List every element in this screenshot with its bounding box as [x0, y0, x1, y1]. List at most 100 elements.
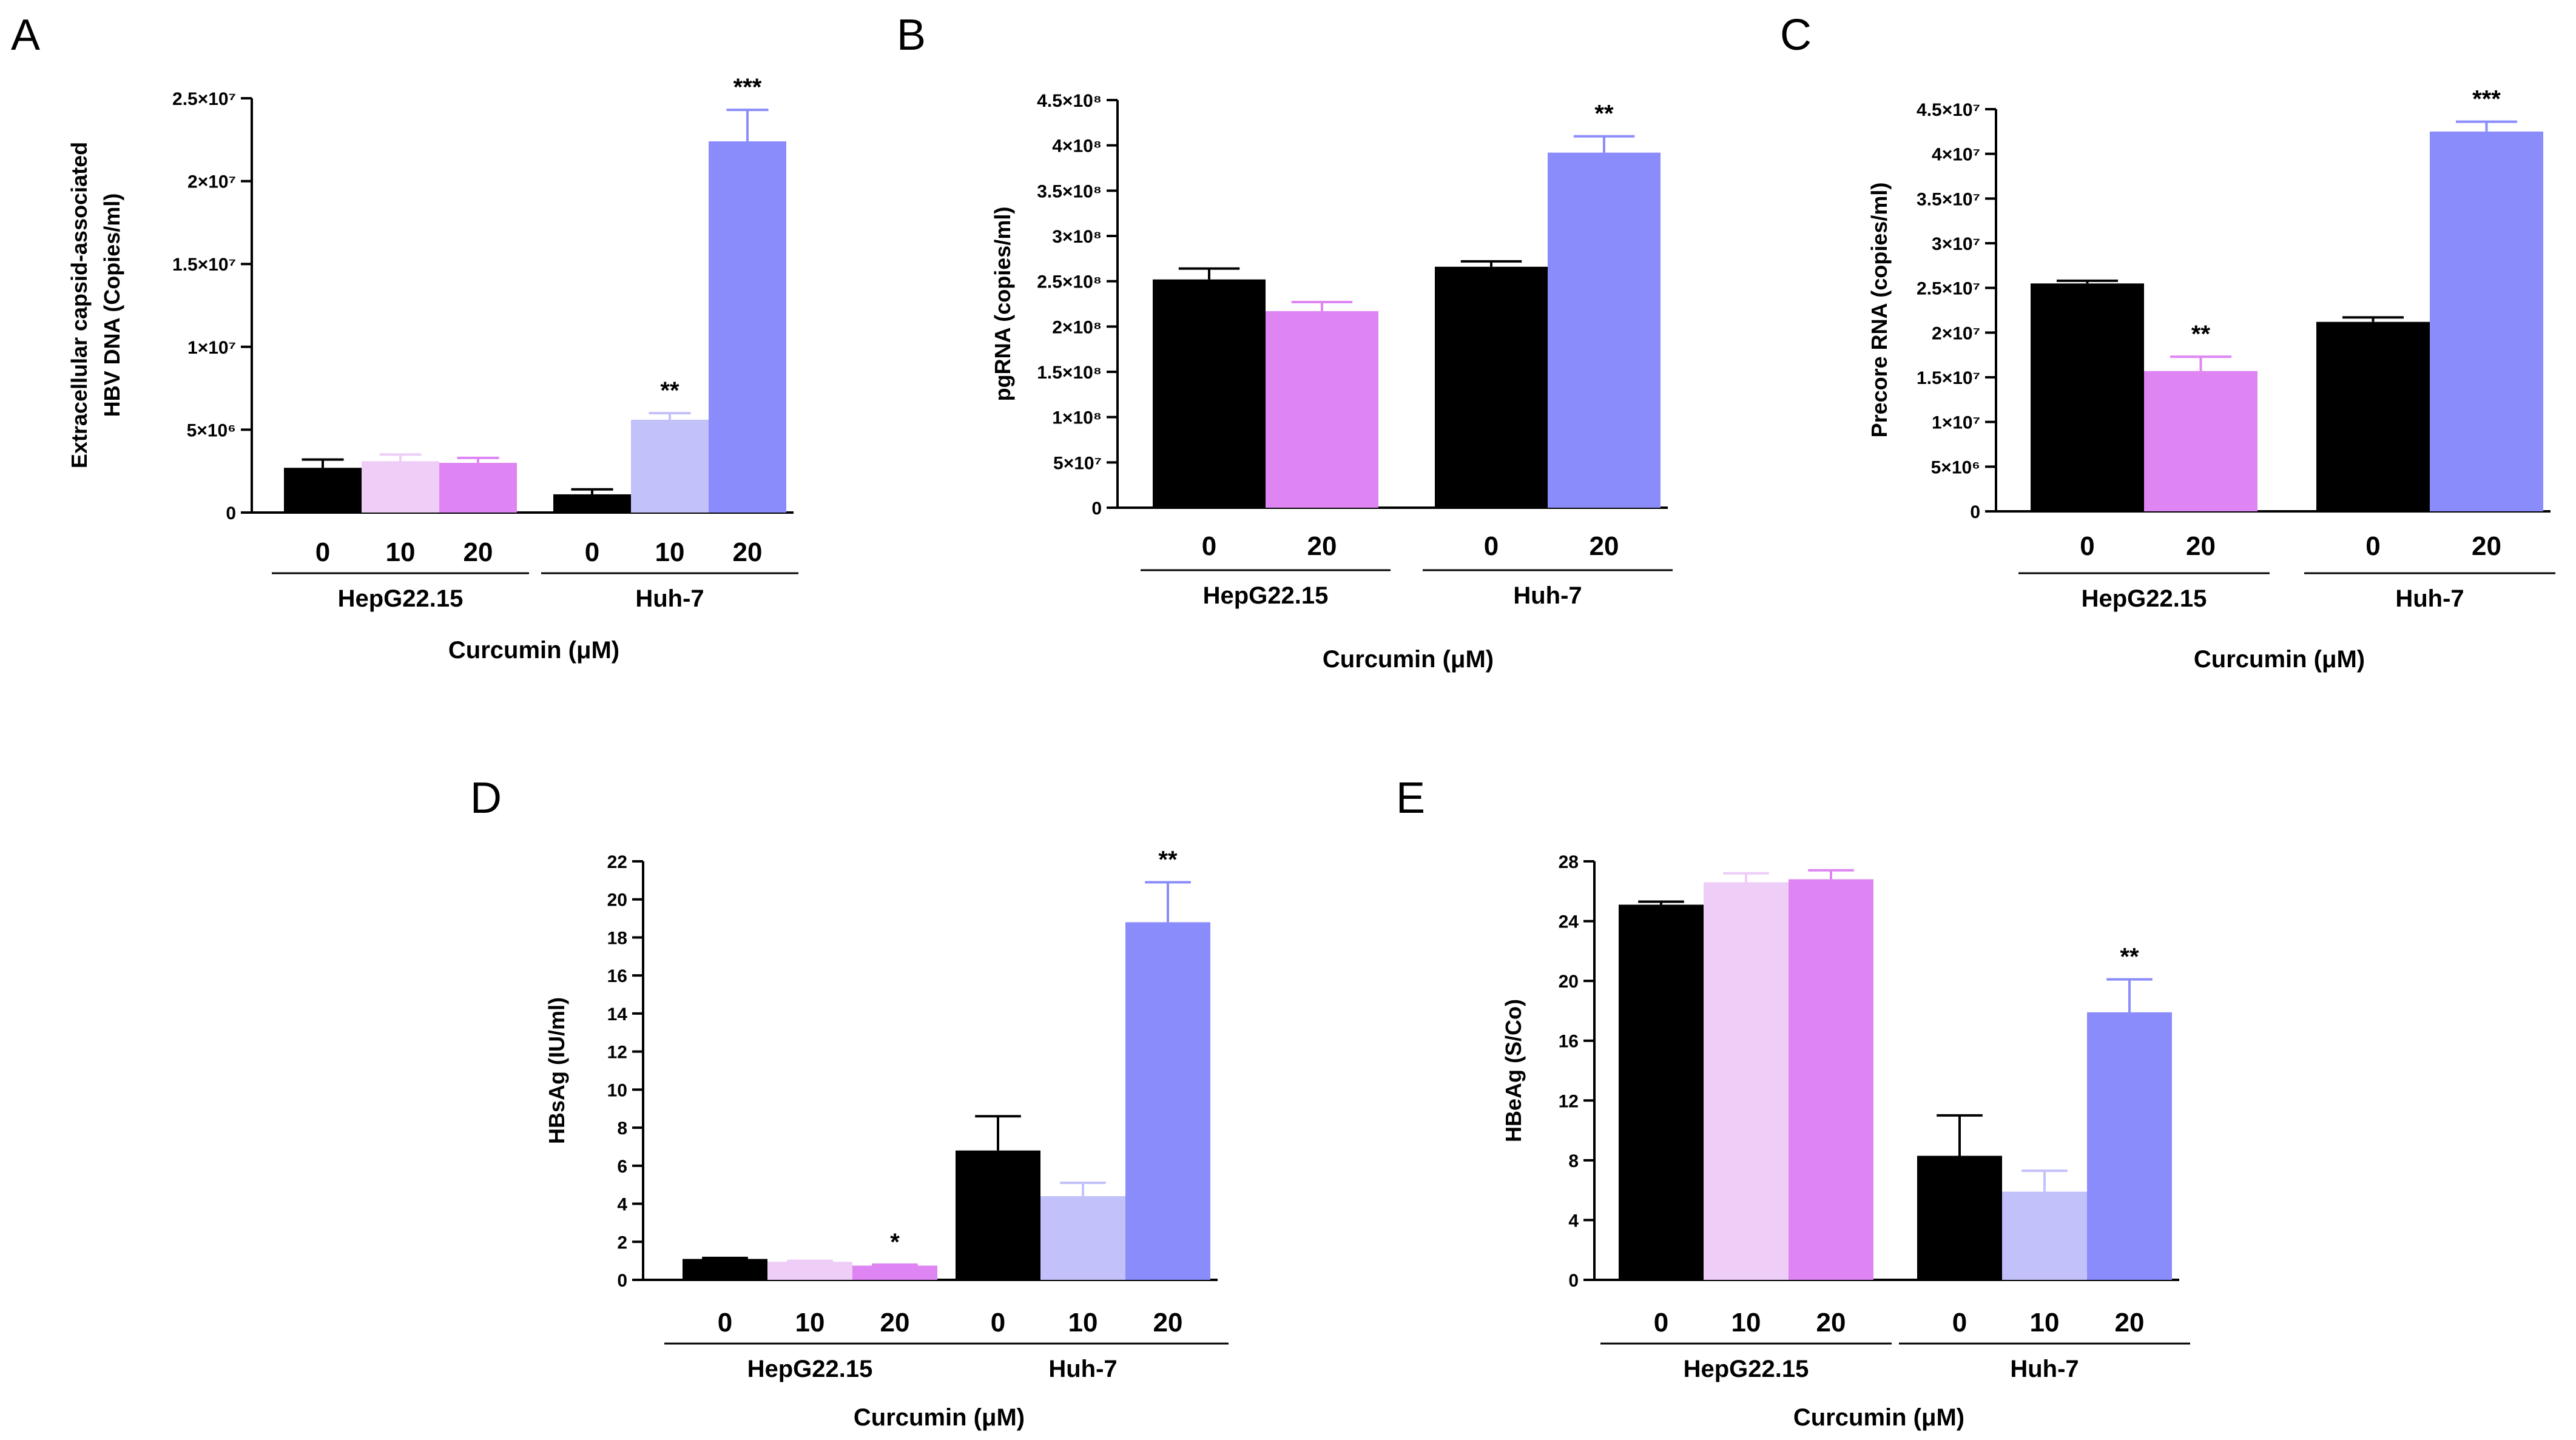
category-label: 0	[718, 1308, 732, 1337]
group-label: Huh-7	[635, 585, 704, 612]
y-axis-label: pgRNA (copies/ml)	[990, 207, 1015, 402]
y-tick-label: 1.5×10⁸	[1037, 363, 1102, 383]
group-label: HepG22.15	[1203, 582, 1329, 609]
panel-letter: E	[1396, 774, 1425, 823]
bar	[2430, 131, 2543, 512]
y-tick-label: 8	[617, 1119, 627, 1139]
x-axis-label: Curcumin (μM)	[1323, 646, 1494, 673]
panel-letter: C	[1780, 11, 1812, 59]
category-label: 10	[795, 1308, 825, 1337]
bar	[1125, 922, 1210, 1280]
y-tick-label: 1.5×10⁷	[1917, 368, 1980, 388]
x-axis-label: Curcumin (μM)	[448, 637, 619, 664]
bar	[1266, 311, 1378, 508]
bar	[2144, 371, 2257, 511]
group-label: Huh-7	[2010, 1356, 2079, 1382]
category-label: 20	[1153, 1308, 1183, 1337]
y-tick-label: 2	[617, 1233, 627, 1253]
category-label: 10	[1731, 1308, 1761, 1337]
category-label: 0	[1654, 1308, 1668, 1337]
y-tick-label: 1×10⁷	[1932, 413, 1980, 433]
category-label: 20	[1307, 531, 1337, 561]
y-axis-label: Extracellular capsid-associated	[67, 142, 92, 468]
category-label: 10	[655, 537, 685, 567]
category-label: 0	[2365, 531, 2380, 561]
y-axis-label: Precore RNA (copies/ml)	[1867, 183, 1892, 438]
category-label: 10	[2030, 1308, 2060, 1337]
category-label: 20	[880, 1308, 910, 1337]
bar	[362, 461, 439, 513]
significance-label: **	[660, 377, 679, 404]
bar	[709, 141, 786, 513]
category-label: 10	[1068, 1308, 1098, 1337]
bar	[2087, 1012, 2172, 1280]
bar	[631, 420, 709, 513]
y-tick-label: 3×10⁷	[1932, 234, 1980, 254]
y-tick-label: 0	[1568, 1271, 1579, 1291]
significance-label: **	[1158, 847, 1178, 873]
group-label: Huh-7	[1048, 1356, 1117, 1382]
significance-label: *	[890, 1229, 900, 1256]
group-label: Huh-7	[1513, 582, 1582, 609]
y-tick-label: 12	[1559, 1091, 1579, 1111]
panel-b: B 0 5×10⁷ 1×10⁸ 1.5×10⁸ 2×10⁸ 2.5×10⁸ 3×10⁸ 3.5×…	[897, 11, 1673, 673]
significance-label: ***	[733, 74, 762, 101]
y-tick-label: 18	[607, 928, 627, 948]
y-tick-label: 24	[1559, 912, 1579, 932]
bar	[439, 463, 517, 513]
category-label: 0	[315, 537, 330, 567]
y-tick-label: 2.5×10⁷	[1917, 279, 1980, 299]
category-label: 10	[386, 537, 416, 567]
panel-letter: D	[470, 774, 502, 823]
y-tick-label: 28	[1559, 852, 1579, 872]
x-axis-label: Curcumin (μM)	[1793, 1404, 1964, 1431]
x-axis-label: Curcumin (μM)	[2194, 646, 2365, 673]
panel-letter: A	[11, 11, 40, 59]
y-tick-label: 22	[607, 852, 627, 872]
y-tick-label: 12	[607, 1043, 627, 1063]
category-label: 20	[1816, 1308, 1846, 1337]
y-tick-label: 2×10⁸	[1052, 317, 1102, 337]
group-label: HepG22.15	[1684, 1356, 1809, 1382]
panel-e: E 0 4 8 12 16 20 24 28 0 10 20 HepG22.15 0 10 ** 20 Huh-7…	[1396, 774, 2190, 1431]
bar	[1153, 279, 1266, 508]
y-axis-label: HBeAg (S/Co)	[1501, 999, 1526, 1142]
y-tick-label: 20	[607, 890, 627, 910]
bar	[1704, 882, 1789, 1280]
y-tick-label: 4	[617, 1195, 627, 1215]
bar	[1619, 904, 1704, 1280]
y-axis-label: HBsAg (IU/ml)	[544, 997, 569, 1144]
bar	[767, 1262, 852, 1280]
group-label: Huh-7	[2395, 585, 2464, 612]
category-label: 0	[585, 537, 599, 567]
category-label: 20	[2115, 1308, 2145, 1337]
bar	[683, 1259, 767, 1280]
y-tick-label: 6	[617, 1157, 627, 1177]
category-label: 0	[1202, 531, 1216, 561]
bar	[1548, 152, 1661, 508]
panel-letter: B	[897, 11, 926, 59]
group-label: HepG22.15	[338, 585, 464, 612]
y-tick-label: 8	[1568, 1151, 1579, 1171]
bar	[1789, 879, 1873, 1280]
bar	[553, 494, 631, 513]
y-tick-label: 3.5×10⁸	[1037, 181, 1102, 201]
category-label: 20	[2186, 531, 2216, 561]
y-tick-label: 10	[607, 1080, 627, 1100]
group-label: HepG22.15	[747, 1356, 873, 1382]
y-tick-label: 5×10⁷	[1053, 453, 1102, 473]
bar	[284, 468, 362, 513]
y-tick-label: 3×10⁸	[1052, 227, 1102, 247]
y-tick-label: 5×10⁶	[187, 420, 236, 440]
significance-label: ***	[2472, 86, 2501, 113]
panel-c: C 0 5×10⁶ 1×10⁷ 1.5×10⁷ 2×10⁷ 2.5×10⁷ 3×10⁷ 3.5×…	[1780, 11, 2555, 673]
y-tick-label: 1.5×10⁷	[172, 255, 236, 275]
bar	[852, 1265, 937, 1280]
bar	[2316, 321, 2430, 511]
significance-label: **	[2120, 944, 2139, 971]
category-label: 0	[1952, 1308, 1967, 1337]
y-tick-label: 4×10⁷	[1932, 145, 1980, 165]
y-tick-label: 0	[1091, 499, 1102, 519]
y-tick-label: 5×10⁶	[1931, 457, 1980, 477]
